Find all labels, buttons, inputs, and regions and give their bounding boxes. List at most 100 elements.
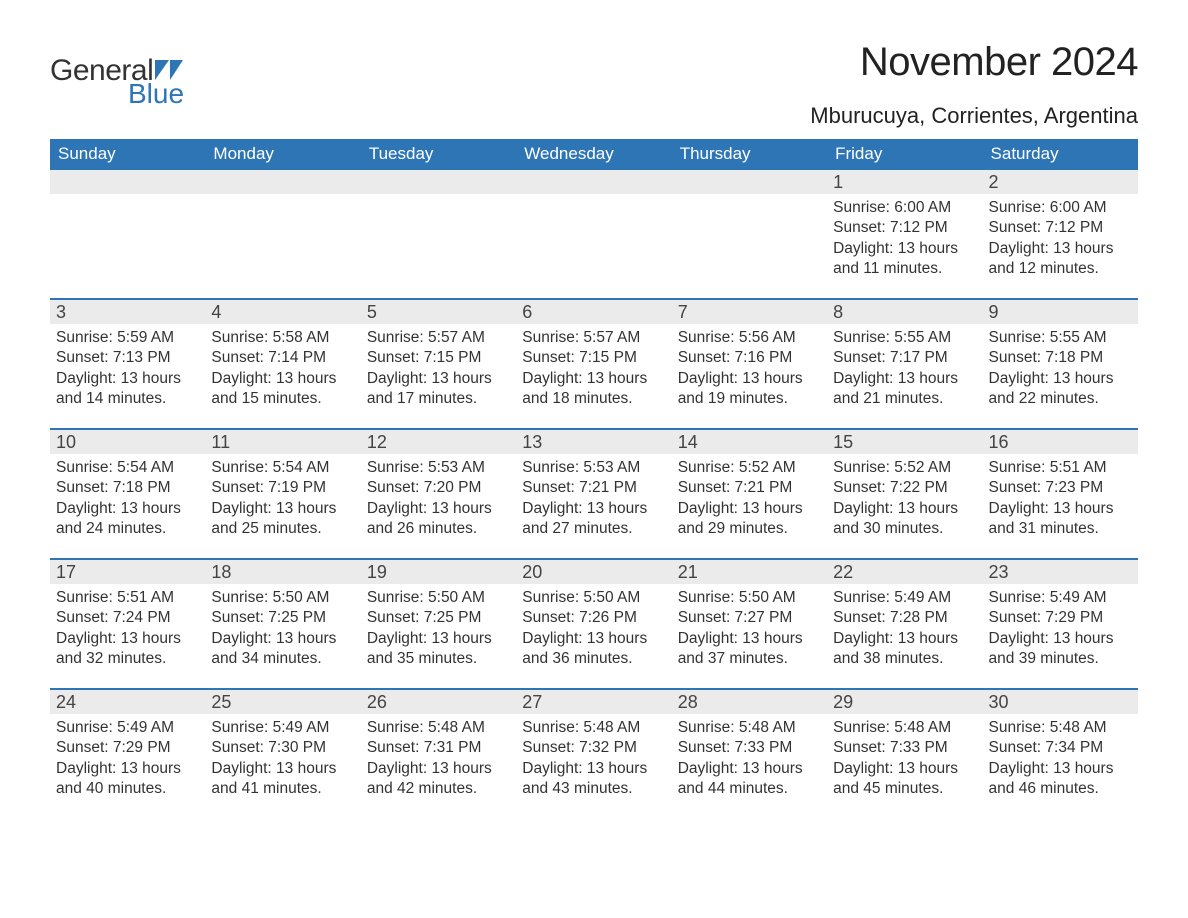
sunset-text: Sunset: 7:13 PM	[56, 348, 199, 368]
sunset-text: Sunset: 7:25 PM	[367, 608, 510, 628]
daylight-text: Daylight: 13 hours and 21 minutes.	[833, 369, 976, 410]
sunrise-text: Sunrise: 6:00 AM	[989, 198, 1132, 218]
dow-cell: Wednesday	[516, 139, 671, 170]
calendar-day: 26Sunrise: 5:48 AMSunset: 7:31 PMDayligh…	[361, 690, 516, 818]
sunrise-text: Sunrise: 5:53 AM	[522, 458, 665, 478]
day-details: Sunrise: 5:51 AMSunset: 7:24 PMDaylight:…	[50, 584, 205, 670]
sunset-text: Sunset: 7:18 PM	[989, 348, 1132, 368]
sunset-text: Sunset: 7:24 PM	[56, 608, 199, 628]
calendar: SundayMondayTuesdayWednesdayThursdayFrid…	[50, 139, 1138, 818]
day-details: Sunrise: 5:51 AMSunset: 7:23 PMDaylight:…	[983, 454, 1138, 540]
day-number: 22	[827, 560, 982, 584]
calendar-day: 4Sunrise: 5:58 AMSunset: 7:14 PMDaylight…	[205, 300, 360, 428]
day-details: Sunrise: 5:52 AMSunset: 7:22 PMDaylight:…	[827, 454, 982, 540]
calendar-day: 5Sunrise: 5:57 AMSunset: 7:15 PMDaylight…	[361, 300, 516, 428]
day-number: 12	[361, 430, 516, 454]
day-number: 3	[50, 300, 205, 324]
daylight-text: Daylight: 13 hours and 19 minutes.	[678, 369, 821, 410]
calendar-day: 17Sunrise: 5:51 AMSunset: 7:24 PMDayligh…	[50, 560, 205, 688]
day-details: Sunrise: 5:58 AMSunset: 7:14 PMDaylight:…	[205, 324, 360, 410]
day-details: Sunrise: 5:57 AMSunset: 7:15 PMDaylight:…	[361, 324, 516, 410]
sunrise-text: Sunrise: 6:00 AM	[833, 198, 976, 218]
calendar-day: 6Sunrise: 5:57 AMSunset: 7:15 PMDaylight…	[516, 300, 671, 428]
day-details: Sunrise: 5:48 AMSunset: 7:32 PMDaylight:…	[516, 714, 671, 800]
day-number: 7	[672, 300, 827, 324]
day-number: 18	[205, 560, 360, 584]
calendar-day: 10Sunrise: 5:54 AMSunset: 7:18 PMDayligh…	[50, 430, 205, 558]
daylight-text: Daylight: 13 hours and 45 minutes.	[833, 759, 976, 800]
day-details: Sunrise: 5:48 AMSunset: 7:31 PMDaylight:…	[361, 714, 516, 800]
daylight-text: Daylight: 13 hours and 14 minutes.	[56, 369, 199, 410]
day-number: 5	[361, 300, 516, 324]
day-details: Sunrise: 5:54 AMSunset: 7:19 PMDaylight:…	[205, 454, 360, 540]
calendar-day: 22Sunrise: 5:49 AMSunset: 7:28 PMDayligh…	[827, 560, 982, 688]
sunset-text: Sunset: 7:34 PM	[989, 738, 1132, 758]
calendar-day: 11Sunrise: 5:54 AMSunset: 7:19 PMDayligh…	[205, 430, 360, 558]
sunset-text: Sunset: 7:25 PM	[211, 608, 354, 628]
calendar-day: 30Sunrise: 5:48 AMSunset: 7:34 PMDayligh…	[983, 690, 1138, 818]
sunrise-text: Sunrise: 5:48 AM	[833, 718, 976, 738]
sunset-text: Sunset: 7:33 PM	[833, 738, 976, 758]
day-details: Sunrise: 5:48 AMSunset: 7:33 PMDaylight:…	[672, 714, 827, 800]
day-number: 11	[205, 430, 360, 454]
day-number	[516, 170, 671, 194]
calendar-day: 3Sunrise: 5:59 AMSunset: 7:13 PMDaylight…	[50, 300, 205, 428]
sunrise-text: Sunrise: 5:50 AM	[522, 588, 665, 608]
day-details: Sunrise: 5:59 AMSunset: 7:13 PMDaylight:…	[50, 324, 205, 410]
calendar-day	[50, 170, 205, 298]
calendar-day: 14Sunrise: 5:52 AMSunset: 7:21 PMDayligh…	[672, 430, 827, 558]
daylight-text: Daylight: 13 hours and 42 minutes.	[367, 759, 510, 800]
day-details: Sunrise: 5:53 AMSunset: 7:21 PMDaylight:…	[516, 454, 671, 540]
sunset-text: Sunset: 7:31 PM	[367, 738, 510, 758]
sunrise-text: Sunrise: 5:51 AM	[989, 458, 1132, 478]
sunset-text: Sunset: 7:21 PM	[522, 478, 665, 498]
calendar-day: 27Sunrise: 5:48 AMSunset: 7:32 PMDayligh…	[516, 690, 671, 818]
sunrise-text: Sunrise: 5:52 AM	[678, 458, 821, 478]
calendar-day: 19Sunrise: 5:50 AMSunset: 7:25 PMDayligh…	[361, 560, 516, 688]
day-number: 26	[361, 690, 516, 714]
day-number: 17	[50, 560, 205, 584]
sunrise-text: Sunrise: 5:58 AM	[211, 328, 354, 348]
sunrise-text: Sunrise: 5:49 AM	[833, 588, 976, 608]
day-details: Sunrise: 5:49 AMSunset: 7:29 PMDaylight:…	[50, 714, 205, 800]
daylight-text: Daylight: 13 hours and 44 minutes.	[678, 759, 821, 800]
sunrise-text: Sunrise: 5:50 AM	[367, 588, 510, 608]
calendar-day: 13Sunrise: 5:53 AMSunset: 7:21 PMDayligh…	[516, 430, 671, 558]
daylight-text: Daylight: 13 hours and 29 minutes.	[678, 499, 821, 540]
logo: General Blue	[50, 40, 184, 108]
sunrise-text: Sunrise: 5:50 AM	[211, 588, 354, 608]
sunrise-text: Sunrise: 5:48 AM	[989, 718, 1132, 738]
day-details: Sunrise: 5:50 AMSunset: 7:25 PMDaylight:…	[205, 584, 360, 670]
daylight-text: Daylight: 13 hours and 40 minutes.	[56, 759, 199, 800]
day-details: Sunrise: 5:49 AMSunset: 7:28 PMDaylight:…	[827, 584, 982, 670]
daylight-text: Daylight: 13 hours and 30 minutes.	[833, 499, 976, 540]
day-number: 23	[983, 560, 1138, 584]
calendar-day: 18Sunrise: 5:50 AMSunset: 7:25 PMDayligh…	[205, 560, 360, 688]
calendar-week: 1Sunrise: 6:00 AMSunset: 7:12 PMDaylight…	[50, 170, 1138, 298]
calendar-day: 1Sunrise: 6:00 AMSunset: 7:12 PMDaylight…	[827, 170, 982, 298]
sunset-text: Sunset: 7:21 PM	[678, 478, 821, 498]
sunrise-text: Sunrise: 5:55 AM	[833, 328, 976, 348]
calendar-day: 9Sunrise: 5:55 AMSunset: 7:18 PMDaylight…	[983, 300, 1138, 428]
calendar-day: 28Sunrise: 5:48 AMSunset: 7:33 PMDayligh…	[672, 690, 827, 818]
sunrise-text: Sunrise: 5:49 AM	[989, 588, 1132, 608]
daylight-text: Daylight: 13 hours and 22 minutes.	[989, 369, 1132, 410]
sunrise-text: Sunrise: 5:52 AM	[833, 458, 976, 478]
day-of-week-header: SundayMondayTuesdayWednesdayThursdayFrid…	[50, 139, 1138, 170]
calendar-day: 8Sunrise: 5:55 AMSunset: 7:17 PMDaylight…	[827, 300, 982, 428]
day-details: Sunrise: 5:56 AMSunset: 7:16 PMDaylight:…	[672, 324, 827, 410]
daylight-text: Daylight: 13 hours and 46 minutes.	[989, 759, 1132, 800]
day-number: 21	[672, 560, 827, 584]
sunrise-text: Sunrise: 5:48 AM	[367, 718, 510, 738]
daylight-text: Daylight: 13 hours and 25 minutes.	[211, 499, 354, 540]
calendar-day: 21Sunrise: 5:50 AMSunset: 7:27 PMDayligh…	[672, 560, 827, 688]
calendar-day: 7Sunrise: 5:56 AMSunset: 7:16 PMDaylight…	[672, 300, 827, 428]
sunset-text: Sunset: 7:22 PM	[833, 478, 976, 498]
sunset-text: Sunset: 7:29 PM	[989, 608, 1132, 628]
dow-cell: Tuesday	[361, 139, 516, 170]
day-number: 24	[50, 690, 205, 714]
daylight-text: Daylight: 13 hours and 27 minutes.	[522, 499, 665, 540]
calendar-day: 23Sunrise: 5:49 AMSunset: 7:29 PMDayligh…	[983, 560, 1138, 688]
sunset-text: Sunset: 7:18 PM	[56, 478, 199, 498]
logo-text-blue: Blue	[128, 80, 184, 108]
